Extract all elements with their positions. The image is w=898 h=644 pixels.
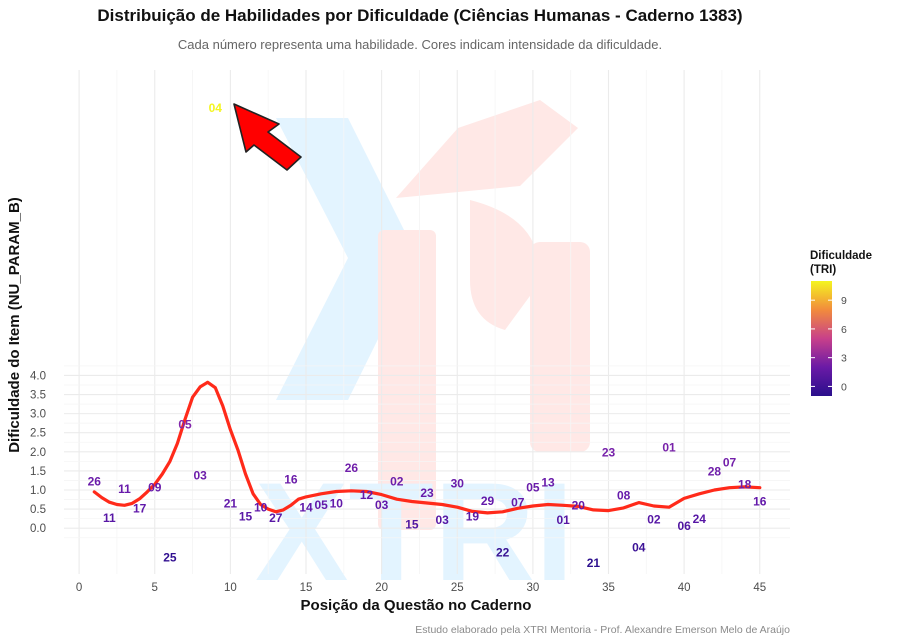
y-tick-label: 3.0 [30,409,46,421]
point-label: 28 [708,465,722,479]
point-label: 07 [723,456,737,470]
arrow-annotation [233,103,302,171]
point-label: 03 [193,468,207,482]
point-label: 25 [163,551,177,565]
point-label: 30 [451,477,465,491]
point-label: 08 [617,489,631,503]
y-tick-label: 2.0 [30,447,46,459]
legend-tick-label: 0 [841,381,847,393]
y-tick-label: 4.0 [30,370,46,382]
point-label: 17 [133,502,147,516]
grid [64,70,790,574]
y-tick-label: 1.0 [30,485,46,497]
legend-tick-label: 6 [841,324,847,336]
point-label: 22 [496,546,510,560]
point-label: 13 [541,476,555,490]
point-label: 09 [148,481,162,495]
x-tick-label: 20 [375,582,388,594]
point-label: 01 [556,513,570,527]
color-bar [811,281,832,396]
point-label: 02 [390,475,404,489]
legend-title-line1: Dificuldade [810,250,872,262]
point-label: 05 [178,418,192,432]
point-label: 04 [632,540,646,554]
x-tick-label: 35 [602,582,615,594]
watermark-text: XTRI [255,453,574,610]
x-tick-label: 5 [152,582,158,594]
point-label: 26 [88,475,102,489]
point-label: 07 [511,496,525,510]
point-label: 23 [420,486,434,500]
trend-line [92,380,762,515]
point-label: 19 [466,509,480,523]
x-tick-label: 40 [678,582,691,594]
chart-subtitle: Cada número representa uma habilidade. C… [177,37,663,52]
x-axis-title: Posição da Questão no Caderno [301,597,532,614]
point-label: 26 [345,461,359,475]
point-label: 03 [435,513,449,527]
y-tick-label: 0.0 [30,523,46,535]
x-tick-label: 0 [76,582,82,594]
point-label: 15 [239,509,253,523]
legend-tick-label: 3 [841,353,847,365]
point-label: 05 [314,498,328,512]
point-label: 05 [526,481,540,495]
legend-title-line2: (TRI) [810,264,836,276]
trend-layer [92,380,762,515]
y-axis-title: Dificuldade do Item (NU_PARAM_B) [6,197,23,453]
point-label: 29 [481,494,495,508]
point-label: 11 [118,482,131,496]
watermark-logo: XTRI [255,100,590,610]
point-label: 16 [284,473,298,487]
point-label: 16 [753,494,767,508]
legend-tick-label: 9 [841,295,847,307]
x-tick-label: 10 [224,582,237,594]
caption: Estudo elaborado pela XTRI Mentoria - Pr… [415,624,790,636]
point-label: 11 [103,511,116,525]
point-label: 21 [587,556,601,570]
x-tick-label: 25 [451,582,464,594]
point-label: 27 [269,511,283,525]
point-label: 21 [224,497,238,511]
point-label: 14 [299,501,313,515]
point-label: 20 [572,498,586,512]
point-label: 02 [647,512,661,526]
point-label: 10 [330,497,344,511]
y-tick-label: 3.5 [30,390,46,402]
point-label: 24 [693,512,707,526]
x-tick-label: 15 [300,582,313,594]
x-tick-label: 45 [753,582,766,594]
point-label: 10 [254,501,268,515]
point-label: 15 [405,518,419,532]
y-tick-label: 2.5 [30,428,46,440]
point-label: 04 [209,101,223,115]
axes-layer: 0 5 10 15 20 25 30 35 40 450.00.51.01.52.02.53.03… [30,370,766,594]
point-label: 01 [662,441,676,455]
point-label: 23 [602,446,616,460]
point-label: 12 [360,488,374,502]
y-tick-label: 1.5 [30,466,46,478]
point-label: 03 [375,498,389,512]
chart-title: Distribuição de Habilidades por Dificuld… [97,6,743,25]
color-legend: Dificuldade (TRI) 0 3 6 9 [810,250,872,396]
y-tick-label: 0.5 [30,504,46,516]
point-label: 18 [738,478,752,492]
point-label: 06 [677,519,691,533]
x-tick-label: 30 [526,582,539,594]
